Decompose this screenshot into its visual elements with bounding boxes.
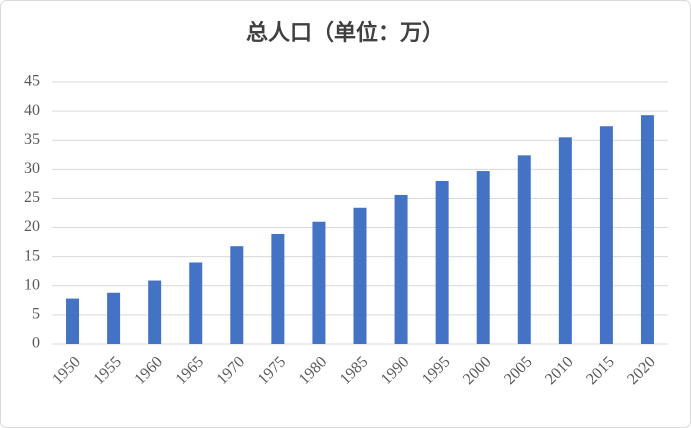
- bar: [435, 180, 449, 344]
- y-tick-label: 5: [32, 306, 40, 323]
- y-tick-label: 10: [24, 276, 40, 293]
- bar: [394, 194, 408, 344]
- bar: [599, 126, 613, 344]
- bar: [312, 221, 326, 344]
- bar: [353, 207, 367, 344]
- bar: [476, 171, 490, 344]
- y-tick-label: 25: [24, 189, 40, 206]
- bar: [148, 280, 162, 344]
- bar: [640, 115, 654, 344]
- y-tick-label: 30: [24, 160, 40, 177]
- bar: [271, 233, 285, 344]
- y-tick-label: 45: [24, 73, 40, 90]
- bar: [558, 137, 572, 344]
- y-tick-label: 35: [24, 131, 40, 148]
- y-tick-label: 20: [24, 218, 40, 235]
- bar: [517, 155, 531, 344]
- bar: [107, 292, 121, 344]
- bar: [189, 262, 203, 344]
- bar: [66, 298, 80, 344]
- y-tick-label: 0: [32, 335, 40, 352]
- y-tick-label: 15: [24, 247, 40, 264]
- chart-title: 总人口（单位：万）: [246, 20, 444, 45]
- y-tick-label: 40: [24, 102, 40, 119]
- bar: [230, 246, 244, 344]
